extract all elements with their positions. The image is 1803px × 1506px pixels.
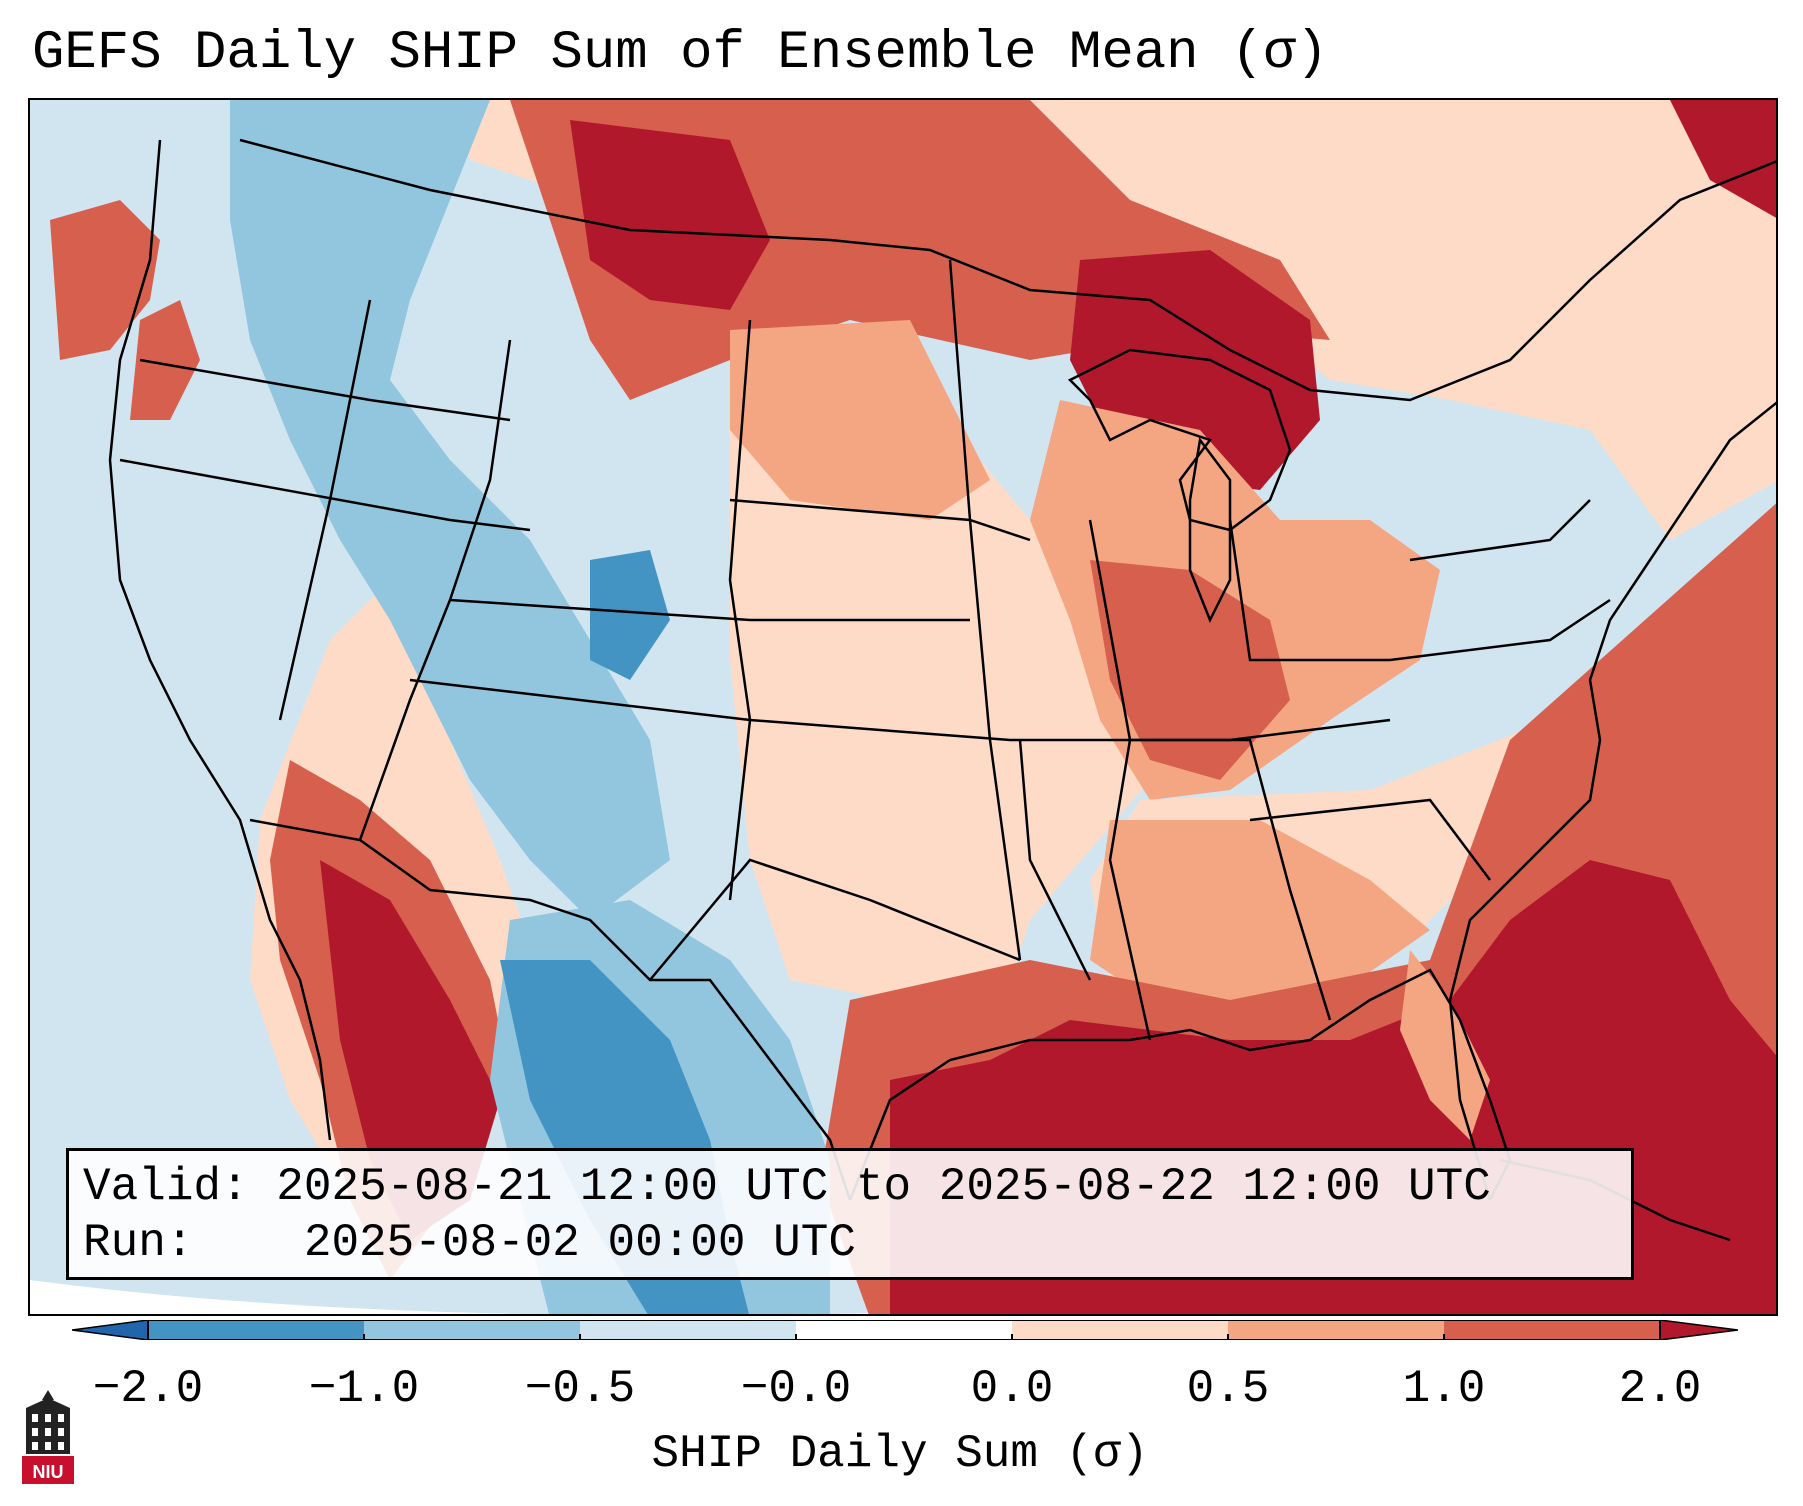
anomaly-montana-high	[570, 120, 770, 310]
state-line-5	[409, 678, 1391, 742]
run-label: Run:	[83, 1217, 194, 1269]
state-line-6	[728, 319, 752, 901]
east-coast	[1448, 401, 1776, 1201]
colorbar-tick-label: 0.0	[970, 1363, 1054, 1415]
colorbar-outline	[147, 1320, 1661, 1340]
anomaly-florida-orange	[1400, 950, 1490, 1140]
anomaly-northeast-high	[1670, 100, 1776, 218]
colorbar-bin-05-1	[1228, 1320, 1444, 1340]
colorbar-bin-0	[796, 1320, 1012, 1340]
colorbar-extend-low	[72, 1320, 149, 1340]
lake-michigan-outline	[1188, 436, 1232, 624]
run-value: 2025-08-02 00:00 UTC	[303, 1217, 856, 1269]
valid-run-info-box: Valid: 2025-08-21 12:00 UTC to 2025-08-2…	[66, 1148, 1634, 1280]
valid-label: Valid:	[83, 1161, 249, 1213]
anomaly-colorado-strong-blue	[590, 550, 670, 680]
state-line-15	[1389, 598, 1611, 662]
boundary-lines	[108, 138, 1776, 1242]
colorbar-bin-1-2	[1444, 1320, 1660, 1340]
west-coast	[108, 139, 332, 1141]
anomaly-mountain-blue	[230, 100, 670, 920]
colorbar-tick-label: −0.0	[740, 1363, 852, 1415]
state-line-12	[1088, 519, 1152, 1041]
colorbar	[72, 1320, 1738, 1340]
colorbar-tick-label: −1.0	[308, 1363, 420, 1415]
colorbar-ticks	[147, 1334, 1661, 1340]
state-line-2	[139, 358, 511, 422]
state-line-17	[1409, 499, 1591, 562]
anomaly-ohio-valley-red	[1090, 560, 1290, 780]
colorbar-tick-label: 1.0	[1402, 1363, 1486, 1415]
great-lakes-outline	[1067, 348, 1292, 532]
colorbar-tick-label: −0.5	[524, 1363, 636, 1415]
state-line-3	[119, 458, 531, 532]
map-panel[interactable]	[28, 98, 1778, 1316]
state-line-9	[948, 259, 1022, 961]
state-line-14	[1228, 519, 1390, 662]
colorbar-bin-m05-0	[580, 1320, 796, 1340]
us-canada-border	[239, 138, 1776, 402]
anomaly-plains-orange	[730, 320, 990, 520]
anomaly-pacific-nw-red-2	[130, 300, 200, 420]
colorbar-bin-m1-m05	[364, 1320, 580, 1340]
state-line-7	[449, 598, 970, 622]
colorbar-bin-m2-m1	[148, 1320, 364, 1340]
colorbar-extend-high	[1659, 1320, 1738, 1340]
valid-line: Valid: 2025-08-21 12:00 UTC to 2025-08-2…	[83, 1159, 1617, 1215]
map-title: GEFS Daily SHIP Sum of Ensemble Mean (σ)	[32, 23, 1329, 84]
colorbar-tick-label: −2.0	[92, 1363, 204, 1415]
anomaly-baja-high	[320, 860, 500, 1240]
colorbar-title: SHIP Daily Sum (σ)	[651, 1428, 1149, 1480]
ship-anomaly-map	[30, 100, 1776, 1314]
anomaly-southeast-orange	[1090, 820, 1430, 1020]
run-line: Run: 2025-08-02 00:00 UTC	[83, 1215, 1617, 1271]
niu-tower-logo-icon: NIU	[22, 1390, 74, 1484]
state-line-10	[649, 858, 1021, 981]
valid-value: 2025-08-21 12:00 UTC to 2025-08-22 12:00…	[276, 1161, 1491, 1213]
us-mexico-border	[249, 818, 852, 1201]
state-line-1	[278, 299, 372, 721]
colorbar-tick-label: 2.0	[1618, 1363, 1702, 1415]
svg-text:NIU: NIU	[33, 1462, 64, 1482]
state-line-11	[1018, 739, 1092, 981]
state-line-13	[1130, 738, 1332, 1021]
state-line-16	[1249, 798, 1491, 881]
colorbar-bin-0-05	[1012, 1320, 1228, 1340]
colorbar-tick-label: 0.5	[1186, 1363, 1270, 1415]
gulf-coast	[848, 968, 1512, 1201]
